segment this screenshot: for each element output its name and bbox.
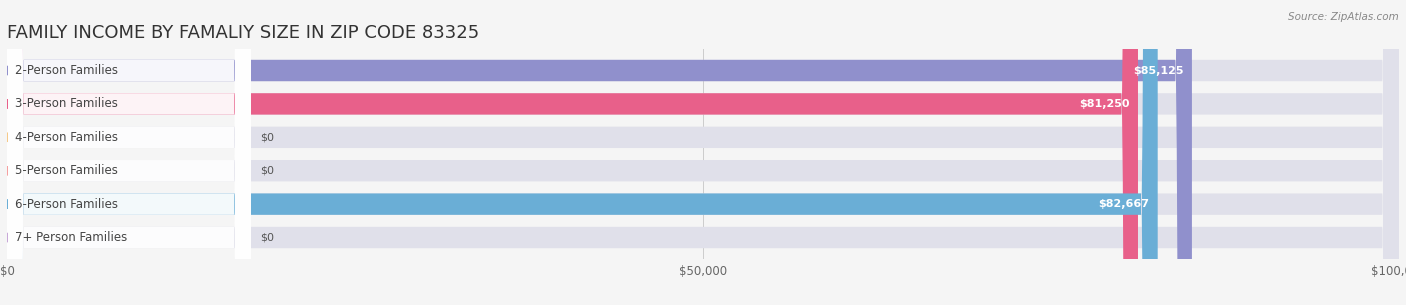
FancyBboxPatch shape [7, 0, 250, 305]
Text: 5-Person Families: 5-Person Families [15, 164, 118, 177]
Text: 3-Person Families: 3-Person Families [15, 97, 118, 110]
FancyBboxPatch shape [7, 0, 1192, 305]
FancyBboxPatch shape [7, 0, 1399, 305]
FancyBboxPatch shape [7, 0, 1399, 305]
FancyBboxPatch shape [7, 0, 250, 305]
Text: 7+ Person Families: 7+ Person Families [15, 231, 128, 244]
Text: FAMILY INCOME BY FAMALIY SIZE IN ZIP CODE 83325: FAMILY INCOME BY FAMALIY SIZE IN ZIP COD… [7, 24, 479, 42]
FancyBboxPatch shape [7, 0, 250, 305]
Text: $0: $0 [260, 232, 274, 242]
Text: $81,250: $81,250 [1080, 99, 1129, 109]
FancyBboxPatch shape [7, 0, 1399, 305]
Text: Source: ZipAtlas.com: Source: ZipAtlas.com [1288, 12, 1399, 22]
FancyBboxPatch shape [7, 0, 1157, 305]
FancyBboxPatch shape [7, 0, 1137, 305]
FancyBboxPatch shape [7, 0, 250, 305]
Text: $82,667: $82,667 [1098, 199, 1149, 209]
Text: $0: $0 [260, 166, 274, 176]
Text: 6-Person Families: 6-Person Families [15, 198, 118, 211]
FancyBboxPatch shape [7, 0, 1399, 305]
FancyBboxPatch shape [7, 0, 250, 305]
Text: 2-Person Families: 2-Person Families [15, 64, 118, 77]
Text: $85,125: $85,125 [1133, 66, 1184, 76]
FancyBboxPatch shape [7, 0, 1399, 305]
Text: 4-Person Families: 4-Person Families [15, 131, 118, 144]
FancyBboxPatch shape [7, 0, 250, 305]
Text: $0: $0 [260, 132, 274, 142]
FancyBboxPatch shape [7, 0, 1399, 305]
